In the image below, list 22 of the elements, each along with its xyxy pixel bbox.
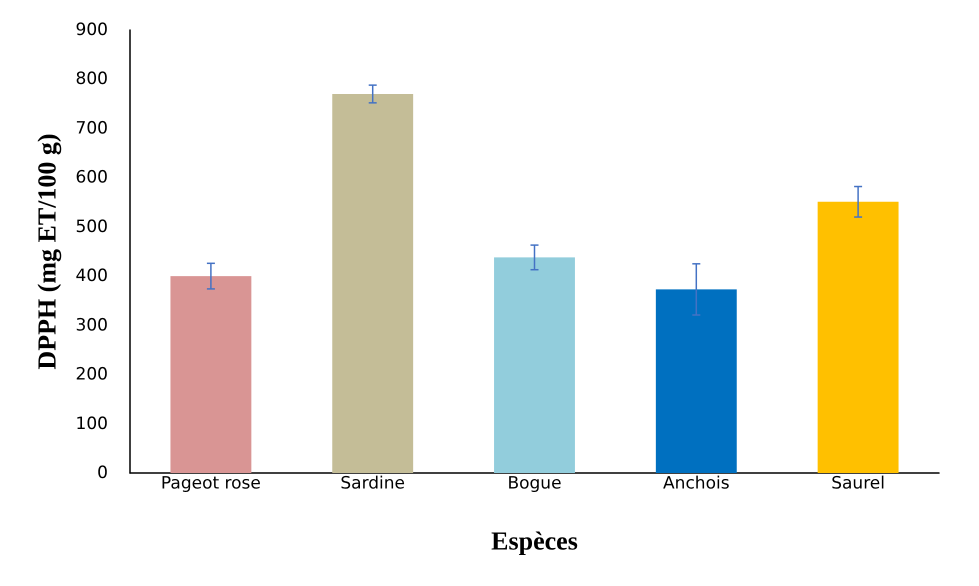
x-tick-label: Anchois: [663, 474, 730, 494]
bar: [170, 276, 252, 473]
y-tick-label: 400: [76, 266, 108, 286]
y-tick-label: 500: [76, 216, 108, 237]
y-tick-label: 200: [76, 364, 108, 385]
bar: [818, 202, 899, 473]
y-tick-label: 800: [76, 69, 108, 90]
x-axis-title: Espèces: [491, 526, 578, 556]
y-tick-label: 300: [76, 315, 108, 336]
bar: [656, 289, 737, 473]
bar: [494, 257, 575, 473]
y-tick-label: 600: [76, 168, 108, 188]
y-tick-label: 100: [76, 414, 108, 434]
y-tick-label: 700: [76, 118, 108, 138]
x-tick-label: Pageot rose: [160, 474, 261, 494]
x-tick-label: Saurel: [831, 474, 885, 494]
y-tick-label: 0: [97, 463, 108, 483]
bar: [332, 94, 414, 473]
y-axis-title: DPPH (mg ET/100 g): [32, 133, 62, 370]
x-tick-label: Sardine: [340, 474, 406, 494]
x-tick-label: Bogue: [507, 474, 562, 494]
y-tick-label: 900: [76, 20, 108, 40]
